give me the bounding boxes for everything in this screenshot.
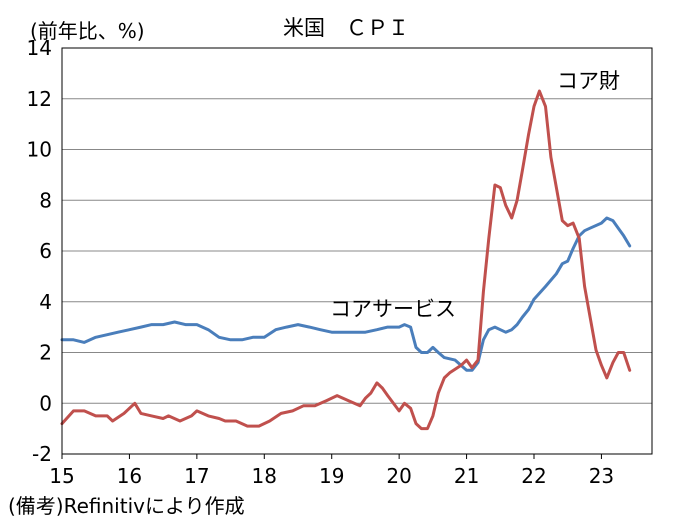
x-tick-label: 19 <box>319 464 344 488</box>
y-tick-label: 2 <box>39 341 52 365</box>
x-tick-label: 20 <box>386 464 411 488</box>
chart-title: 米国 ＣＰＩ <box>283 16 409 40</box>
series-core-services-line <box>60 216 632 372</box>
x-tick-label: 17 <box>184 464 209 488</box>
y-tick-labels: -2 0 2 4 6 8 10 12 14 <box>27 36 52 466</box>
series-lines <box>60 89 632 431</box>
gridlines <box>62 98 652 404</box>
x-tick-label: 23 <box>589 464 614 488</box>
x-tick-label: 15 <box>49 464 74 488</box>
y-tick-label: 14 <box>27 36 52 60</box>
x-tick-label: 16 <box>117 464 142 488</box>
y-tick-label: 10 <box>27 138 52 162</box>
x-tick-label: 22 <box>521 464 546 488</box>
source-note: (備考)Refinitivにより作成 <box>8 494 245 518</box>
y-tick-label: 12 <box>27 87 52 111</box>
y-tick-label: 8 <box>39 188 52 212</box>
y-tick-label: 6 <box>39 239 52 263</box>
y-tick-label: 0 <box>39 391 52 415</box>
plot-frame <box>61 47 653 455</box>
annotation-core-goods: コア財 <box>557 69 620 93</box>
x-tick-labels: 15 16 17 18 19 20 21 22 23 <box>49 454 614 488</box>
y-axis-label: (前年比、%) <box>30 19 145 43</box>
y-tick-label: -2 <box>32 442 52 466</box>
y-tick-label: 4 <box>39 290 52 314</box>
x-tick-label: 18 <box>252 464 277 488</box>
series-core-goods-line <box>60 89 632 431</box>
x-tick-label: 21 <box>454 464 479 488</box>
annotation-core-services: コアサービス <box>330 297 456 321</box>
